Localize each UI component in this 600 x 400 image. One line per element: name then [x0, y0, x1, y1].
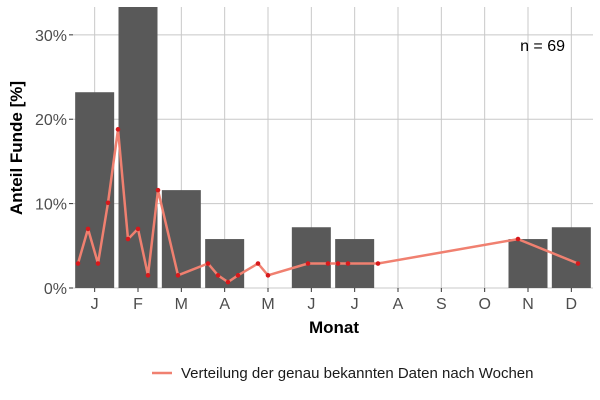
x-tick-label: S [436, 296, 447, 313]
x-tick-label: J [91, 296, 99, 313]
x-tick-label: N [522, 296, 534, 313]
weekly-point [375, 261, 381, 266]
x-tick-label: M [261, 296, 274, 313]
weekly-point [125, 236, 131, 242]
weekly-point [265, 273, 271, 278]
bar-1 [75, 92, 115, 288]
bar-11 [508, 239, 548, 288]
legend-label: Verteilung der genau bekannten Daten nac… [181, 365, 534, 382]
weekly-point [225, 279, 231, 285]
y-axis-ticks: 0% 10% 20% 30% [35, 28, 73, 298]
weekly-point [575, 261, 581, 266]
x-tick-label: O [478, 296, 490, 313]
y-tick-label: 30% [35, 28, 67, 45]
weekly-point [205, 261, 211, 266]
x-tick-label: A [219, 296, 230, 313]
weekly-point [85, 226, 91, 232]
weekly-point [215, 273, 221, 278]
bar-12 [551, 227, 591, 288]
legend: Verteilung der genau bekannten Daten nac… [152, 365, 534, 382]
x-tick-label: J [307, 296, 315, 313]
weekly-point [175, 273, 181, 278]
weekly-point [345, 261, 351, 266]
weekly-point [155, 187, 161, 193]
y-tick-label: 10% [35, 197, 67, 214]
weekly-point [515, 236, 521, 242]
weekly-point [325, 261, 331, 266]
x-tick-label: A [393, 296, 404, 313]
weekly-point [135, 226, 141, 232]
weekly-point [305, 261, 311, 266]
y-tick-label: 20% [35, 112, 67, 129]
weekly-point [95, 261, 101, 266]
y-tick-label: 0% [44, 281, 67, 298]
weekly-point [335, 261, 341, 266]
weekly-point [235, 273, 241, 278]
weekly-point [145, 273, 151, 278]
weekly-point [115, 127, 121, 132]
x-tick-label: F [133, 296, 143, 313]
weekly-point [105, 200, 111, 206]
bar-6 [291, 227, 331, 288]
x-axis-title: Monat [309, 318, 359, 337]
y-axis-title: Anteil Funde [%] [7, 81, 26, 215]
weekly-point [75, 261, 81, 266]
weekly-point [255, 261, 261, 266]
weekly-points [75, 127, 581, 285]
n-annotation: n = 69 [520, 38, 565, 55]
x-tick-label: M [175, 296, 188, 313]
x-tick-label: D [566, 296, 578, 313]
x-tick-label: J [351, 296, 359, 313]
